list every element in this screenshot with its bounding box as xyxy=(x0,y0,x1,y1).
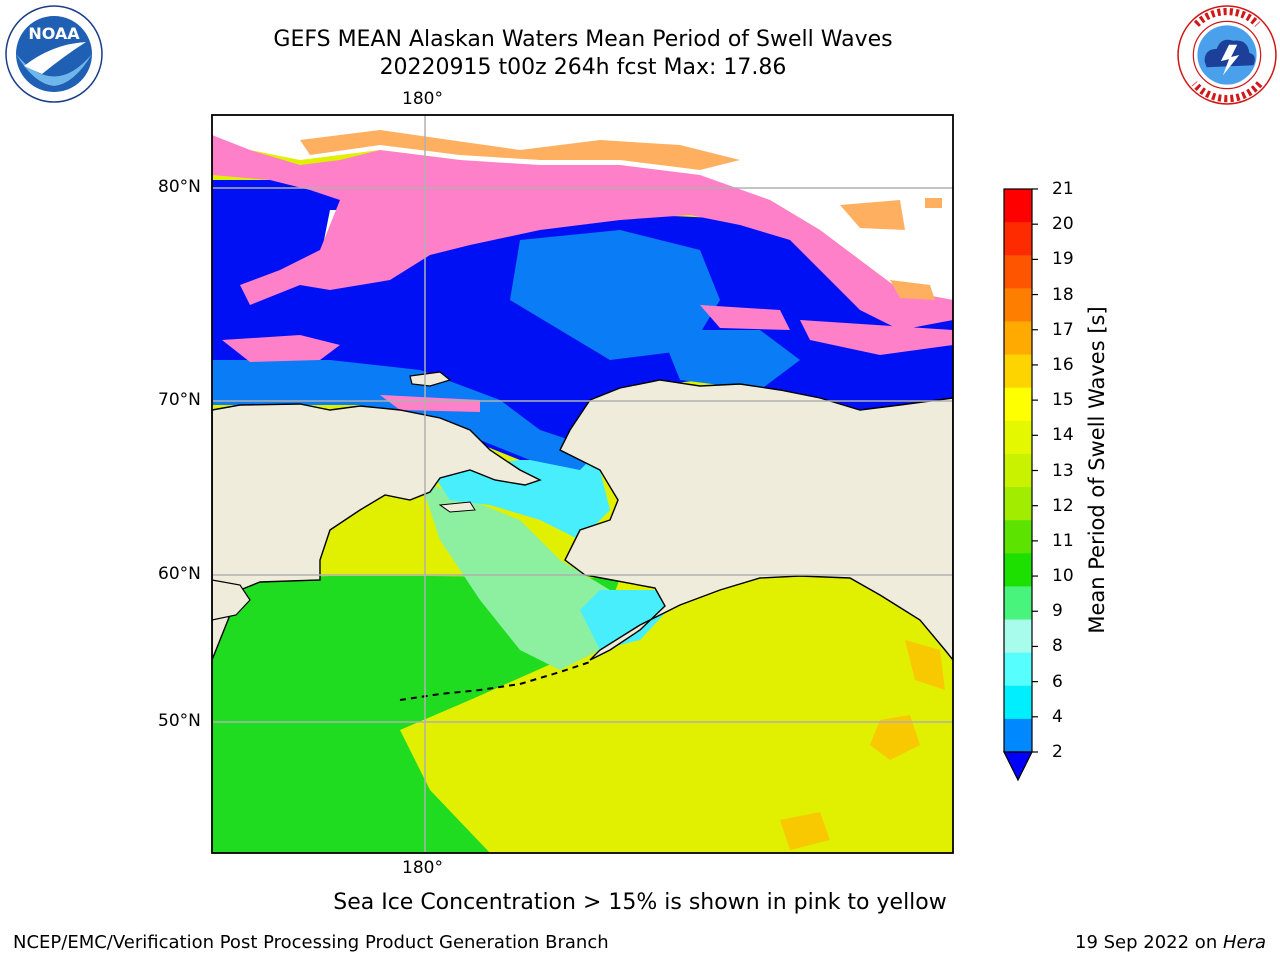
colorbar-tick-label: 21 xyxy=(1052,179,1074,199)
map-plot-area xyxy=(212,115,953,853)
map-frame xyxy=(211,114,954,854)
sea-ice-orange xyxy=(890,280,935,300)
colorbar-tick-label: 10 xyxy=(1052,566,1074,587)
colorbar-segment xyxy=(1004,189,1032,223)
map-gridlines xyxy=(212,115,953,853)
colorbar-segment xyxy=(1004,520,1032,554)
sea-ice-orange xyxy=(300,130,740,170)
colorbar-segment xyxy=(1004,453,1032,488)
colorbar-underflow-arrow xyxy=(1003,751,1033,782)
footer-host: Hera xyxy=(1222,932,1266,953)
colorbar-tick-label: 2 xyxy=(1052,742,1063,762)
colorbar-tick-label: 14 xyxy=(1052,425,1074,446)
colorbar-segment xyxy=(1004,420,1032,455)
colorbar-tick-label: 18 xyxy=(1052,284,1074,305)
colorbar-segment xyxy=(1004,586,1032,621)
footer-date-text: 19 Sep 2022 on xyxy=(1075,932,1223,953)
colorbar-segment xyxy=(1004,321,1032,356)
colorbar xyxy=(1003,188,1038,782)
colorbar-tick-label: 4 xyxy=(1052,706,1063,727)
swell-field-midblue xyxy=(212,360,600,470)
colorbar-segment xyxy=(1004,553,1032,587)
lat-label: 60°N xyxy=(158,564,201,584)
noaa-logo-text: NOAA xyxy=(28,24,80,43)
colorbar-segment xyxy=(1004,222,1032,256)
map-title: GEFS MEAN Alaskan Waters Mean Period of … xyxy=(273,27,893,52)
aleutian-islands xyxy=(399,661,591,701)
land-st-lawrence-island xyxy=(438,501,476,513)
colorbar-segment xyxy=(1004,718,1032,753)
swell-field-cyan-bristol xyxy=(580,590,668,650)
nws-logo-icon xyxy=(1177,5,1277,105)
colorbar-segment xyxy=(1004,387,1032,422)
colorbar-tick-label: 16 xyxy=(1052,354,1074,375)
lat-label: 70°N xyxy=(158,390,201,410)
sea-ice-orange xyxy=(925,198,942,208)
colorbar-segment xyxy=(1004,685,1032,720)
ice-free-white xyxy=(212,115,953,300)
lat-label: 80°N xyxy=(158,177,201,197)
colorbar-segment xyxy=(1004,652,1032,687)
lat-label: 50°N xyxy=(158,711,201,731)
swell-patch-orange xyxy=(780,812,830,850)
lon-label-bottom: 180° xyxy=(402,858,443,878)
colorbar-tick-label: 11 xyxy=(1052,530,1074,551)
sea-ice-pink xyxy=(700,305,790,330)
land-alaska xyxy=(559,379,953,662)
colorbar-segment xyxy=(1004,288,1032,322)
colorbar-segment xyxy=(1004,354,1032,389)
sea-ice-pink xyxy=(222,335,340,362)
swell-patch-orange xyxy=(905,640,945,690)
land-kamchatka xyxy=(212,579,251,621)
colorbar-label: Mean Period of Swell Waves [s] xyxy=(1085,306,1109,634)
sea-ice-orange xyxy=(840,200,905,230)
caption: Sea Ice Concentration > 15% is shown in … xyxy=(333,890,947,915)
colorbar-segment xyxy=(1004,487,1032,521)
colorbar-tick-label: 6 xyxy=(1052,671,1063,692)
map-subtitle: 20220915 t00z 264h fcst Max: 17.86 xyxy=(379,55,787,80)
sea-ice-pink xyxy=(800,320,953,355)
colorbar-tick-label: 8 xyxy=(1052,636,1063,657)
colorbar-tick-label: 9 xyxy=(1052,601,1063,622)
sea-ice-pink xyxy=(380,395,480,412)
lon-label-top: 180° xyxy=(402,89,443,109)
land-wrangel-island xyxy=(409,371,452,387)
colorbar-tick-label: 19 xyxy=(1052,249,1074,270)
colorbar-tick-label: 12 xyxy=(1052,495,1074,516)
footer-credit: NCEP/EMC/Verification Post Processing Pr… xyxy=(13,932,609,953)
colorbar-segment xyxy=(1004,619,1032,654)
footer-date: 19 Sep 2022 on Hera xyxy=(1075,932,1266,953)
colorbar-tick-label: 20 xyxy=(1052,214,1074,235)
land-siberia xyxy=(212,403,542,661)
colorbar-tick-label: 17 xyxy=(1052,319,1074,340)
noaa-logo-icon: NOAA xyxy=(5,5,103,103)
swell-field-midblue xyxy=(510,230,720,360)
colorbar-segment xyxy=(1004,255,1032,289)
swell-field-midblue xyxy=(660,330,800,390)
colorbar-tick-label: 15 xyxy=(1052,390,1074,411)
swell-patch-orange xyxy=(870,715,920,760)
colorbar-tick-label: 13 xyxy=(1052,460,1074,481)
sea-ice-pink xyxy=(212,135,953,330)
